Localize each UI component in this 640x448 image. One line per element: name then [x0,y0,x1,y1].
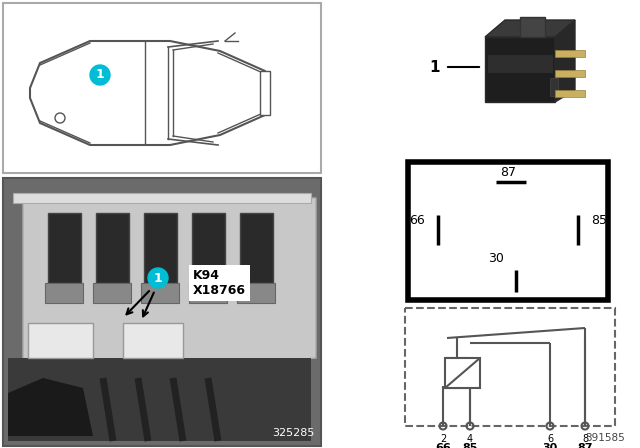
Text: 66: 66 [435,443,451,448]
Polygon shape [23,198,316,378]
Bar [3,3,321,173]
Text: 1: 1 [154,271,163,284]
Bar [445,358,480,388]
Text: 87: 87 [577,443,593,448]
Bar [555,90,585,97]
Bar [240,213,273,283]
Bar [13,193,311,203]
Bar [141,283,179,303]
Bar [520,17,545,37]
Bar [485,37,555,102]
Bar [550,78,558,96]
Circle shape [148,268,168,288]
Bar [488,55,553,73]
Bar [555,50,585,57]
Text: 391585: 391585 [585,433,625,443]
Text: 30: 30 [542,443,557,448]
Bar [123,323,183,358]
Bar [48,213,81,283]
Polygon shape [8,378,93,436]
Text: 4: 4 [467,434,473,444]
Text: 6: 6 [547,434,553,444]
Text: 1: 1 [429,60,440,74]
Text: 1: 1 [95,69,104,82]
Bar [144,213,177,283]
Text: 87: 87 [500,165,516,178]
Text: 2: 2 [440,434,446,444]
Bar [260,71,270,115]
Bar [28,323,93,358]
Bar [405,308,615,426]
Bar [45,283,83,303]
Bar [555,70,585,77]
Bar [237,283,275,303]
Bar [3,178,321,446]
Bar [96,213,129,283]
Bar [408,162,608,300]
Text: K94
X18766: K94 X18766 [193,269,246,297]
Text: 66: 66 [409,214,425,227]
Polygon shape [555,20,575,102]
Bar [192,213,225,283]
Bar [93,283,131,303]
Text: 85: 85 [462,443,477,448]
Text: 8: 8 [582,434,588,444]
Text: 85: 85 [591,214,607,227]
Text: 30: 30 [488,253,504,266]
Polygon shape [485,20,575,37]
Bar [189,283,227,303]
Circle shape [90,65,110,85]
Bar [8,358,311,441]
Text: 325285: 325285 [273,428,315,438]
